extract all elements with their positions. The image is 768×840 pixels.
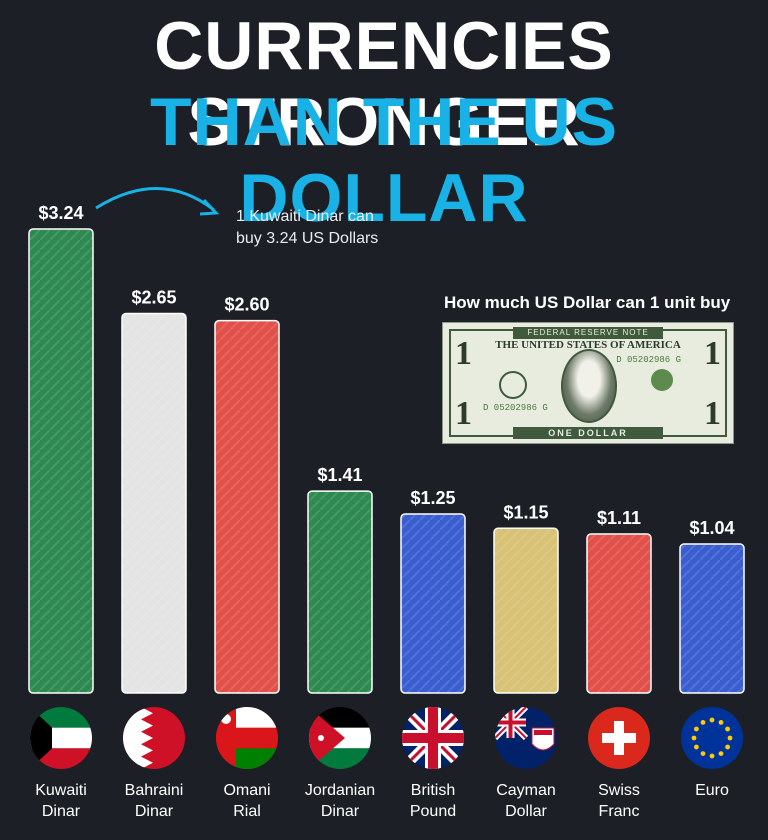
- bahrain-flag-icon: [123, 707, 185, 769]
- bill-bottom-text: ONE DOLLAR: [513, 427, 663, 439]
- bar-group: $1.25: [400, 488, 466, 694]
- bar-texture: [494, 528, 558, 693]
- bar-texture: [308, 491, 372, 693]
- kuwait-flag-icon: [30, 707, 92, 769]
- bill-header-text: THE UNITED STATES OF AMERICA: [495, 339, 681, 351]
- category-label: Jordanian: [305, 782, 375, 799]
- bar-group: $1.41: [307, 465, 373, 694]
- bill-denomination-bottom-left: 1: [455, 395, 472, 432]
- bar-group: $1.11: [586, 508, 652, 694]
- annotation: 1 Kuwaiti Dinar can buy 3.24 US Dollars: [236, 206, 416, 250]
- bill-denomination-top-right: 1: [704, 335, 721, 372]
- eu-flag-icon: [681, 707, 743, 769]
- bar-texture: [215, 320, 279, 693]
- bar-value-label: $2.60: [224, 295, 269, 315]
- bar-group: $3.24: [28, 203, 94, 694]
- bar-group: $2.65: [121, 287, 187, 694]
- category-label: Pound: [410, 803, 456, 820]
- bar-value-label: $1.25: [410, 488, 455, 508]
- oman-flag-icon: [216, 707, 278, 769]
- category-label: Dinar: [321, 803, 360, 820]
- title-line-2: THAN THE US DOLLAR: [149, 84, 619, 236]
- swiss-flag-icon: [588, 707, 650, 769]
- bar-group: $1.15: [493, 502, 559, 694]
- category-label: Cayman: [496, 782, 556, 799]
- category-label: Dinar: [135, 803, 174, 820]
- bar-group: $2.60: [214, 295, 280, 694]
- bar-value-label: $3.24: [38, 203, 83, 223]
- category-label: Omani: [223, 782, 270, 799]
- category-label: Kuwaiti: [35, 782, 87, 799]
- bar-value-label: $1.04: [689, 518, 734, 538]
- cayman-flag-icon: [495, 707, 557, 769]
- bill-top-text: FEDERAL RESERVE NOTE: [513, 327, 663, 339]
- bar-texture: [680, 544, 744, 693]
- annotation-line-2: buy 3.24 US Dollars: [236, 230, 379, 247]
- bar-texture: [587, 534, 651, 693]
- annotation-arrowhead: [199, 198, 220, 216]
- category-label: Franc: [599, 803, 640, 820]
- dollar-bill-image: FEDERAL RESERVE NOTE THE UNITED STATES O…: [442, 322, 734, 444]
- category-label: Swiss: [598, 782, 640, 799]
- annotation-line-1: 1 Kuwaiti Dinar can: [236, 208, 374, 225]
- bar-value-label: $2.65: [131, 287, 176, 307]
- bar-texture: [122, 313, 186, 693]
- category-label: Dollar: [505, 803, 547, 820]
- bar-value-label: $1.11: [597, 508, 641, 528]
- category-label: British: [411, 782, 455, 799]
- bar-value-label: $1.41: [317, 465, 362, 485]
- uk-flag-icon: [402, 707, 464, 769]
- bill-serial-right: D 05202986 G: [616, 355, 681, 365]
- bill-denomination-bottom-right: 1: [704, 395, 721, 432]
- bill-seal-icon: [499, 371, 527, 399]
- annotation-arrow: [95, 187, 215, 212]
- category-label: Euro: [695, 782, 729, 799]
- category-label: Bahraini: [125, 782, 184, 799]
- title-line-1: CURRENCIES STRONGER: [154, 8, 614, 160]
- jordan-flag-icon: [309, 707, 371, 769]
- bill-serial-left: D 05202986 G: [483, 403, 548, 413]
- category-label: Rial: [233, 803, 261, 820]
- bar-value-label: $1.15: [503, 502, 548, 522]
- bar-texture: [401, 513, 465, 693]
- washington-portrait: [561, 349, 617, 423]
- bar-texture: [29, 229, 93, 693]
- usd-caption: How much US Dollar can 1 unit buy: [444, 293, 731, 312]
- category-label: Dinar: [42, 803, 81, 820]
- treasury-seal-icon: [651, 369, 673, 391]
- bill-denomination-top-left: 1: [455, 335, 472, 372]
- bar-group: $1.04: [679, 518, 745, 694]
